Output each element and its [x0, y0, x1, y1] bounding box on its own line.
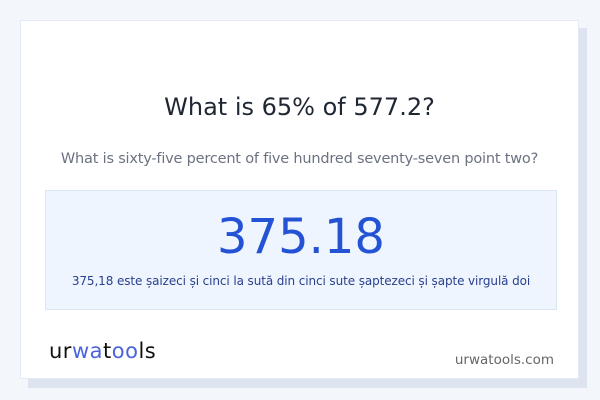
- result-in-words: 375,18 este șaizeci și cinci la sută din…: [71, 274, 531, 288]
- question-in-words: What is sixty-five percent of five hundr…: [60, 151, 539, 167]
- urwatools-logo[interactable]: urwatools: [49, 339, 157, 363]
- site-url[interactable]: urwatools.com: [454, 352, 554, 368]
- result-value: 375.18: [217, 209, 385, 265]
- result-box: 375.18 375,18 este șaizeci și cinci la s…: [45, 190, 557, 310]
- calculator-card: What is 65% of 577.2? What is sixty-five…: [20, 20, 579, 379]
- page-title: What is 65% of 577.2?: [164, 93, 435, 121]
